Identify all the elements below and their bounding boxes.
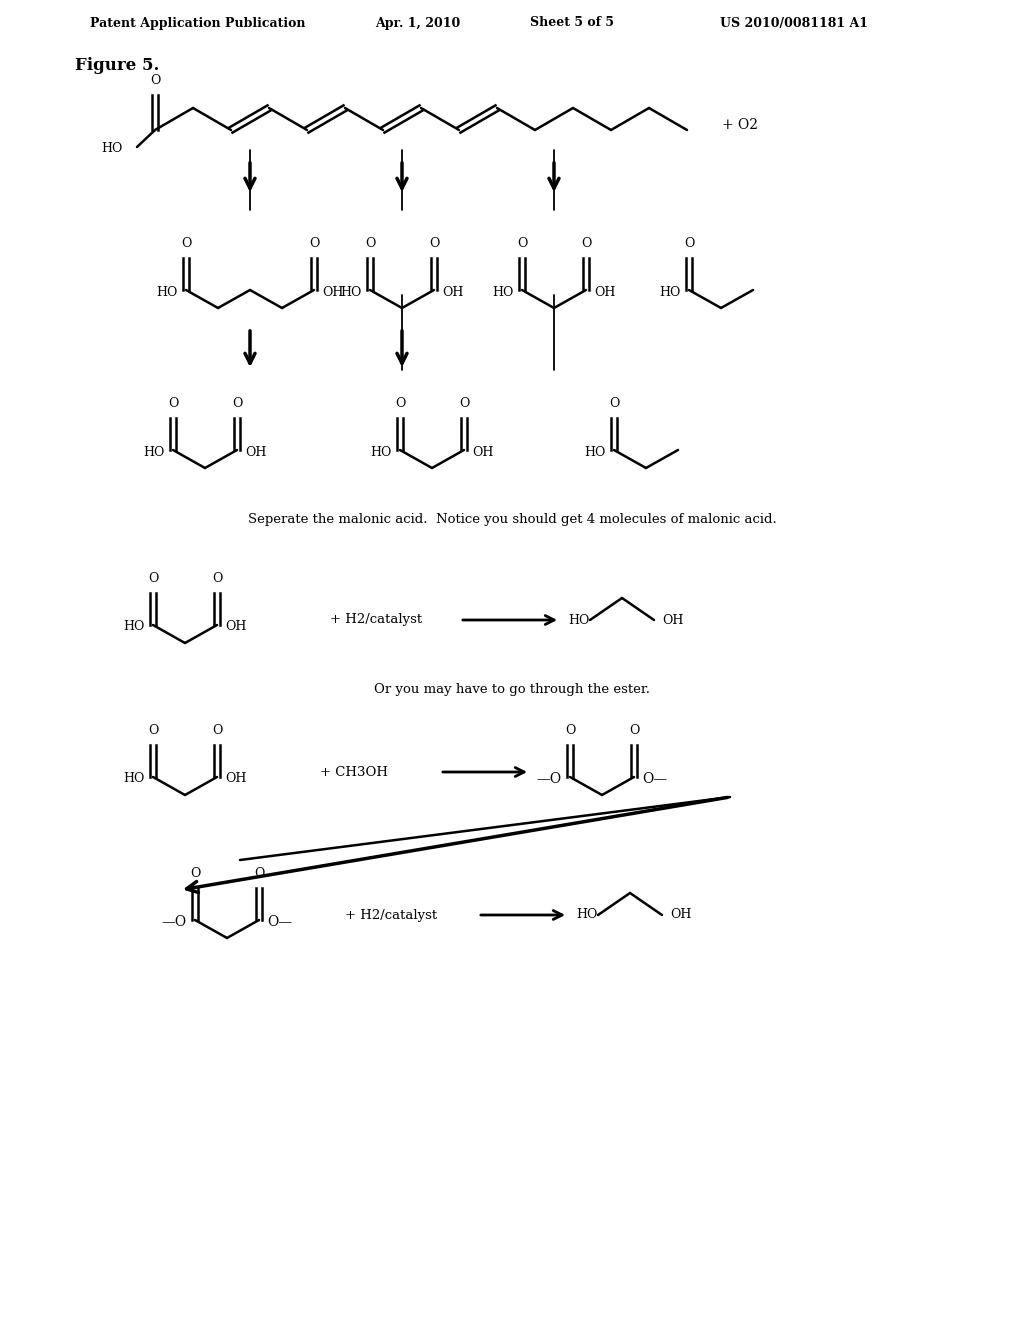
Text: O: O (212, 572, 222, 585)
Text: O: O (309, 238, 319, 249)
Text: OH: OH (225, 620, 247, 634)
Text: O: O (429, 238, 439, 249)
Text: HO: HO (585, 446, 606, 458)
Text: O: O (629, 723, 639, 737)
Text: OH: OH (594, 285, 615, 298)
Text: OH: OH (442, 285, 464, 298)
Text: US 2010/0081181 A1: US 2010/0081181 A1 (720, 16, 868, 29)
Text: O: O (231, 397, 243, 411)
Text: O: O (254, 867, 264, 880)
Text: Figure 5.: Figure 5. (75, 57, 160, 74)
Text: HO: HO (577, 908, 598, 921)
Text: + H2/catalyst: + H2/catalyst (330, 614, 422, 627)
Text: O: O (459, 397, 469, 411)
Text: OH: OH (670, 908, 691, 921)
Text: Sheet 5 of 5: Sheet 5 of 5 (530, 16, 614, 29)
Text: HO: HO (124, 620, 145, 634)
Text: OH: OH (662, 614, 683, 627)
Text: OH: OH (245, 446, 266, 458)
Text: OH: OH (472, 446, 494, 458)
Text: + O2: + O2 (722, 117, 758, 132)
Text: O: O (581, 238, 591, 249)
Text: O: O (147, 572, 158, 585)
Text: O—: O— (267, 915, 292, 929)
Text: O: O (684, 238, 694, 249)
Text: + H2/catalyst: + H2/catalyst (345, 908, 437, 921)
Text: HO: HO (143, 446, 165, 458)
Text: O: O (189, 867, 200, 880)
Text: OH: OH (322, 285, 343, 298)
Text: —O: —O (537, 772, 562, 785)
Text: OH: OH (225, 772, 247, 785)
Text: HO: HO (341, 285, 362, 298)
Text: O: O (212, 723, 222, 737)
Text: O: O (609, 397, 620, 411)
Text: O: O (517, 238, 527, 249)
Text: O: O (150, 74, 160, 87)
Text: HO: HO (659, 285, 681, 298)
Text: —O: —O (162, 915, 187, 929)
Text: Or you may have to go through the ester.: Or you may have to go through the ester. (374, 684, 650, 697)
Text: Patent Application Publication: Patent Application Publication (90, 16, 305, 29)
Text: O—: O— (642, 772, 667, 785)
Text: HO: HO (124, 772, 145, 785)
Text: HO: HO (371, 446, 392, 458)
Text: O: O (365, 238, 375, 249)
Text: O: O (168, 397, 178, 411)
Text: Seperate the malonic acid.  Notice you should get 4 molecules of malonic acid.: Seperate the malonic acid. Notice you sh… (248, 513, 776, 527)
Text: HO: HO (101, 143, 123, 156)
Text: Apr. 1, 2010: Apr. 1, 2010 (375, 16, 460, 29)
Text: HO: HO (493, 285, 514, 298)
Text: O: O (395, 397, 406, 411)
Text: O: O (181, 238, 191, 249)
Text: HO: HO (568, 614, 590, 627)
Text: O: O (565, 723, 575, 737)
Text: + CH3OH: + CH3OH (319, 766, 388, 779)
Text: HO: HO (157, 285, 178, 298)
Text: O: O (147, 723, 158, 737)
